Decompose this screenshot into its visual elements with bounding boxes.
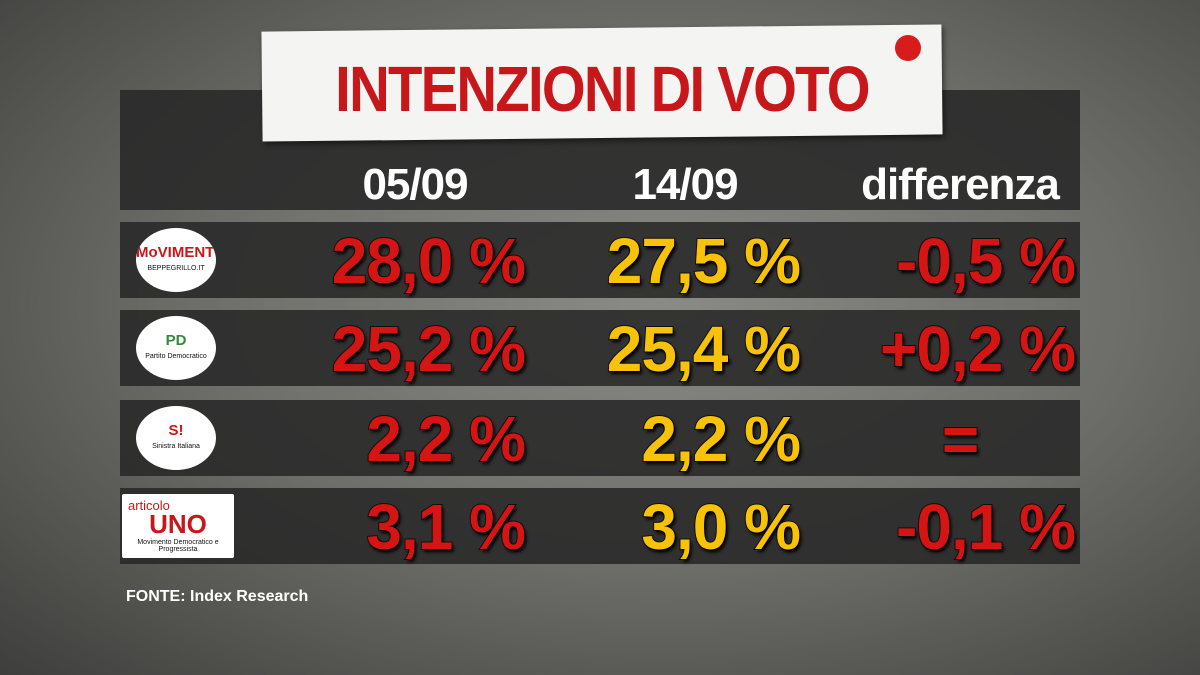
logo-main: MoVIMENTO: [136, 244, 216, 261]
value-cell: -0,5 %: [895, 224, 1077, 298]
row-band: [120, 222, 1080, 298]
value-cell: 3,0 %: [640, 490, 802, 564]
logo-sub: Partito Democratico: [145, 353, 207, 360]
logo-main: PD: [165, 332, 187, 349]
value-cell: 25,4 %: [606, 312, 802, 386]
value-cell: 28,0 %: [331, 224, 527, 298]
column-header: 05/09: [362, 160, 468, 209]
logo-main: UNO: [149, 509, 207, 539]
value-cell: 3,1 %: [365, 490, 527, 564]
value-cell: 27,5 %: [606, 224, 802, 298]
value-cell: +0,2 %: [879, 312, 1077, 386]
row-band: [120, 400, 1080, 476]
logo-sub: Sinistra Italiana: [152, 443, 200, 450]
party-logo: MoVIMENTO BEPPEGRILLO.IT: [136, 228, 216, 292]
pin: [895, 35, 921, 61]
value-cell: =: [941, 402, 980, 476]
logo-top: articolo: [128, 498, 170, 513]
value-cell: 2,2 %: [640, 402, 802, 476]
row-band: [120, 310, 1080, 386]
logo-sub: BEPPEGRILLO.IT: [147, 265, 205, 272]
column-header: differenza: [861, 160, 1060, 209]
row-band: [120, 488, 1080, 564]
value-cell: 2,2 %: [365, 402, 527, 476]
party-logo: PD Partito Democratico: [136, 316, 216, 380]
source-label: FONTE:: [126, 588, 186, 605]
source: FONTE: Index Research: [126, 588, 308, 606]
party-logo: S! Sinistra Italiana: [136, 406, 216, 470]
column-header: 14/09: [632, 160, 738, 209]
value-cell: 25,2 %: [331, 312, 527, 386]
logo-sub: Movimento Democratico e Progressista: [137, 539, 219, 553]
title: INTENZIONI DI VOTO: [335, 53, 870, 125]
source-text: Index Research: [190, 588, 309, 605]
logo-main: S!: [168, 422, 184, 439]
party-logo: articolo UNO Movimento Democratico e Progr…: [122, 494, 234, 558]
value-cell: -0,1 %: [895, 490, 1077, 564]
